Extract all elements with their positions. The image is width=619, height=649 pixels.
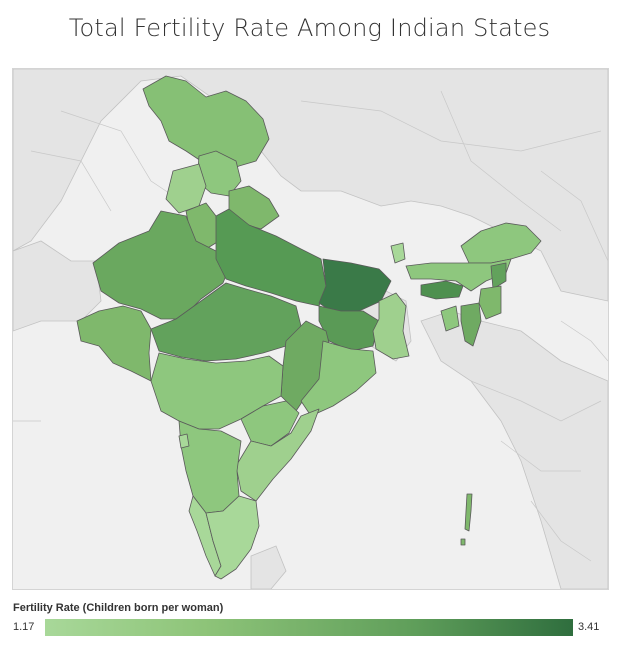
state-andaman[interactable] — [464, 493, 473, 532]
state-jammu-kashmir[interactable] — [142, 75, 270, 177]
state-goa[interactable] — [178, 433, 190, 449]
neighbor-borders — [13, 90, 608, 562]
state-karnataka[interactable] — [178, 420, 242, 514]
state-west-bengal[interactable] — [372, 292, 410, 360]
india-map[interactable] — [13, 69, 608, 589]
state-tamil-nadu[interactable] — [205, 495, 260, 580]
state-mizoram[interactable] — [460, 302, 482, 347]
state-nagaland[interactable] — [490, 262, 507, 290]
legend-title: Fertility Rate (Children born per woman) — [13, 602, 224, 614]
state-sikkim[interactable] — [390, 242, 406, 264]
legend-max-label: 3.41 — [578, 621, 600, 633]
chart-title: Total Fertility Rate Among Indian States — [68, 14, 551, 42]
state-manipur[interactable] — [478, 285, 502, 320]
state-andhra-pradesh[interactable] — [235, 408, 320, 502]
legend-min-label: 1.17 — [13, 621, 35, 633]
state-jharkhand[interactable] — [318, 305, 380, 352]
india-states — [76, 75, 542, 580]
state-gujarat[interactable] — [76, 305, 152, 382]
map-canvas[interactable] — [12, 68, 609, 590]
state-arunachal[interactable] — [460, 222, 542, 264]
state-andaman-small[interactable] — [460, 538, 466, 546]
legend-gradient-bar — [45, 619, 573, 636]
state-bihar[interactable] — [318, 258, 392, 312]
state-meghalaya[interactable] — [420, 280, 464, 300]
state-tripura[interactable] — [440, 305, 460, 332]
state-odisha[interactable] — [300, 340, 377, 417]
